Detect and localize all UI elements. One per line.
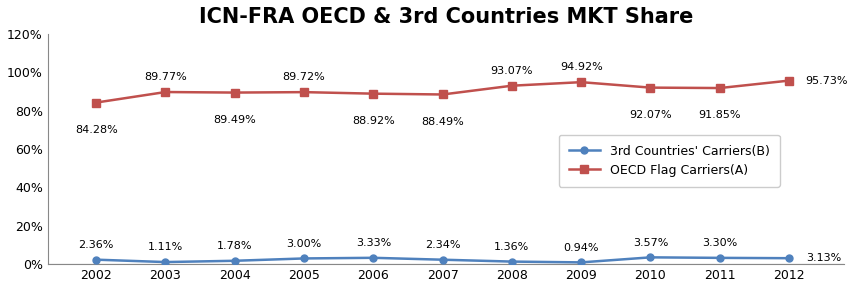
OECD Flag Carriers(A) <box>784 79 794 82</box>
OECD Flag Carriers(A) <box>576 80 587 84</box>
Text: 3.30%: 3.30% <box>702 238 737 248</box>
3rd Countries' Carriers(B) <box>230 259 240 262</box>
Text: 3.57%: 3.57% <box>632 238 668 248</box>
Text: 91.85%: 91.85% <box>698 110 741 120</box>
OECD Flag Carriers(A) <box>161 90 171 94</box>
Line: OECD Flag Carriers(A): OECD Flag Carriers(A) <box>92 76 793 107</box>
3rd Countries' Carriers(B) <box>368 256 378 260</box>
3rd Countries' Carriers(B) <box>715 256 725 260</box>
Text: 93.07%: 93.07% <box>491 66 533 76</box>
Text: 1.78%: 1.78% <box>217 241 252 251</box>
Text: 2.34%: 2.34% <box>425 240 461 250</box>
3rd Countries' Carriers(B) <box>299 257 309 260</box>
3rd Countries' Carriers(B) <box>784 256 794 260</box>
3rd Countries' Carriers(B) <box>645 255 656 259</box>
Text: 1.36%: 1.36% <box>494 242 530 252</box>
3rd Countries' Carriers(B) <box>437 258 448 262</box>
3rd Countries' Carriers(B) <box>91 258 101 262</box>
Text: 3.33%: 3.33% <box>356 238 391 248</box>
Text: 94.92%: 94.92% <box>560 62 602 73</box>
Text: 89.77%: 89.77% <box>144 72 187 82</box>
OECD Flag Carriers(A) <box>506 84 517 88</box>
Text: 88.92%: 88.92% <box>352 116 395 126</box>
Text: 3.00%: 3.00% <box>286 239 321 249</box>
3rd Countries' Carriers(B) <box>576 261 587 264</box>
3rd Countries' Carriers(B) <box>506 260 517 263</box>
OECD Flag Carriers(A) <box>91 101 101 104</box>
OECD Flag Carriers(A) <box>368 92 378 95</box>
Text: 92.07%: 92.07% <box>629 110 672 120</box>
Text: 89.72%: 89.72% <box>283 73 326 82</box>
Text: 3.13%: 3.13% <box>806 253 841 263</box>
OECD Flag Carriers(A) <box>645 86 656 89</box>
Line: 3rd Countries' Carriers(B): 3rd Countries' Carriers(B) <box>92 254 792 266</box>
Text: 1.11%: 1.11% <box>148 242 183 252</box>
Text: 84.28%: 84.28% <box>75 125 118 135</box>
Text: 88.49%: 88.49% <box>422 117 464 127</box>
Text: 89.49%: 89.49% <box>213 115 256 125</box>
Text: 2.36%: 2.36% <box>79 240 114 250</box>
OECD Flag Carriers(A) <box>299 90 309 94</box>
OECD Flag Carriers(A) <box>715 86 725 90</box>
OECD Flag Carriers(A) <box>230 91 240 94</box>
Text: 95.73%: 95.73% <box>806 76 848 86</box>
Legend: 3rd Countries' Carriers(B), OECD Flag Carriers(A): 3rd Countries' Carriers(B), OECD Flag Ca… <box>559 134 779 187</box>
Text: 0.94%: 0.94% <box>563 243 599 253</box>
3rd Countries' Carriers(B) <box>161 260 171 264</box>
OECD Flag Carriers(A) <box>437 93 448 96</box>
Title: ICN-FRA OECD & 3rd Countries MKT Share: ICN-FRA OECD & 3rd Countries MKT Share <box>199 7 693 27</box>
